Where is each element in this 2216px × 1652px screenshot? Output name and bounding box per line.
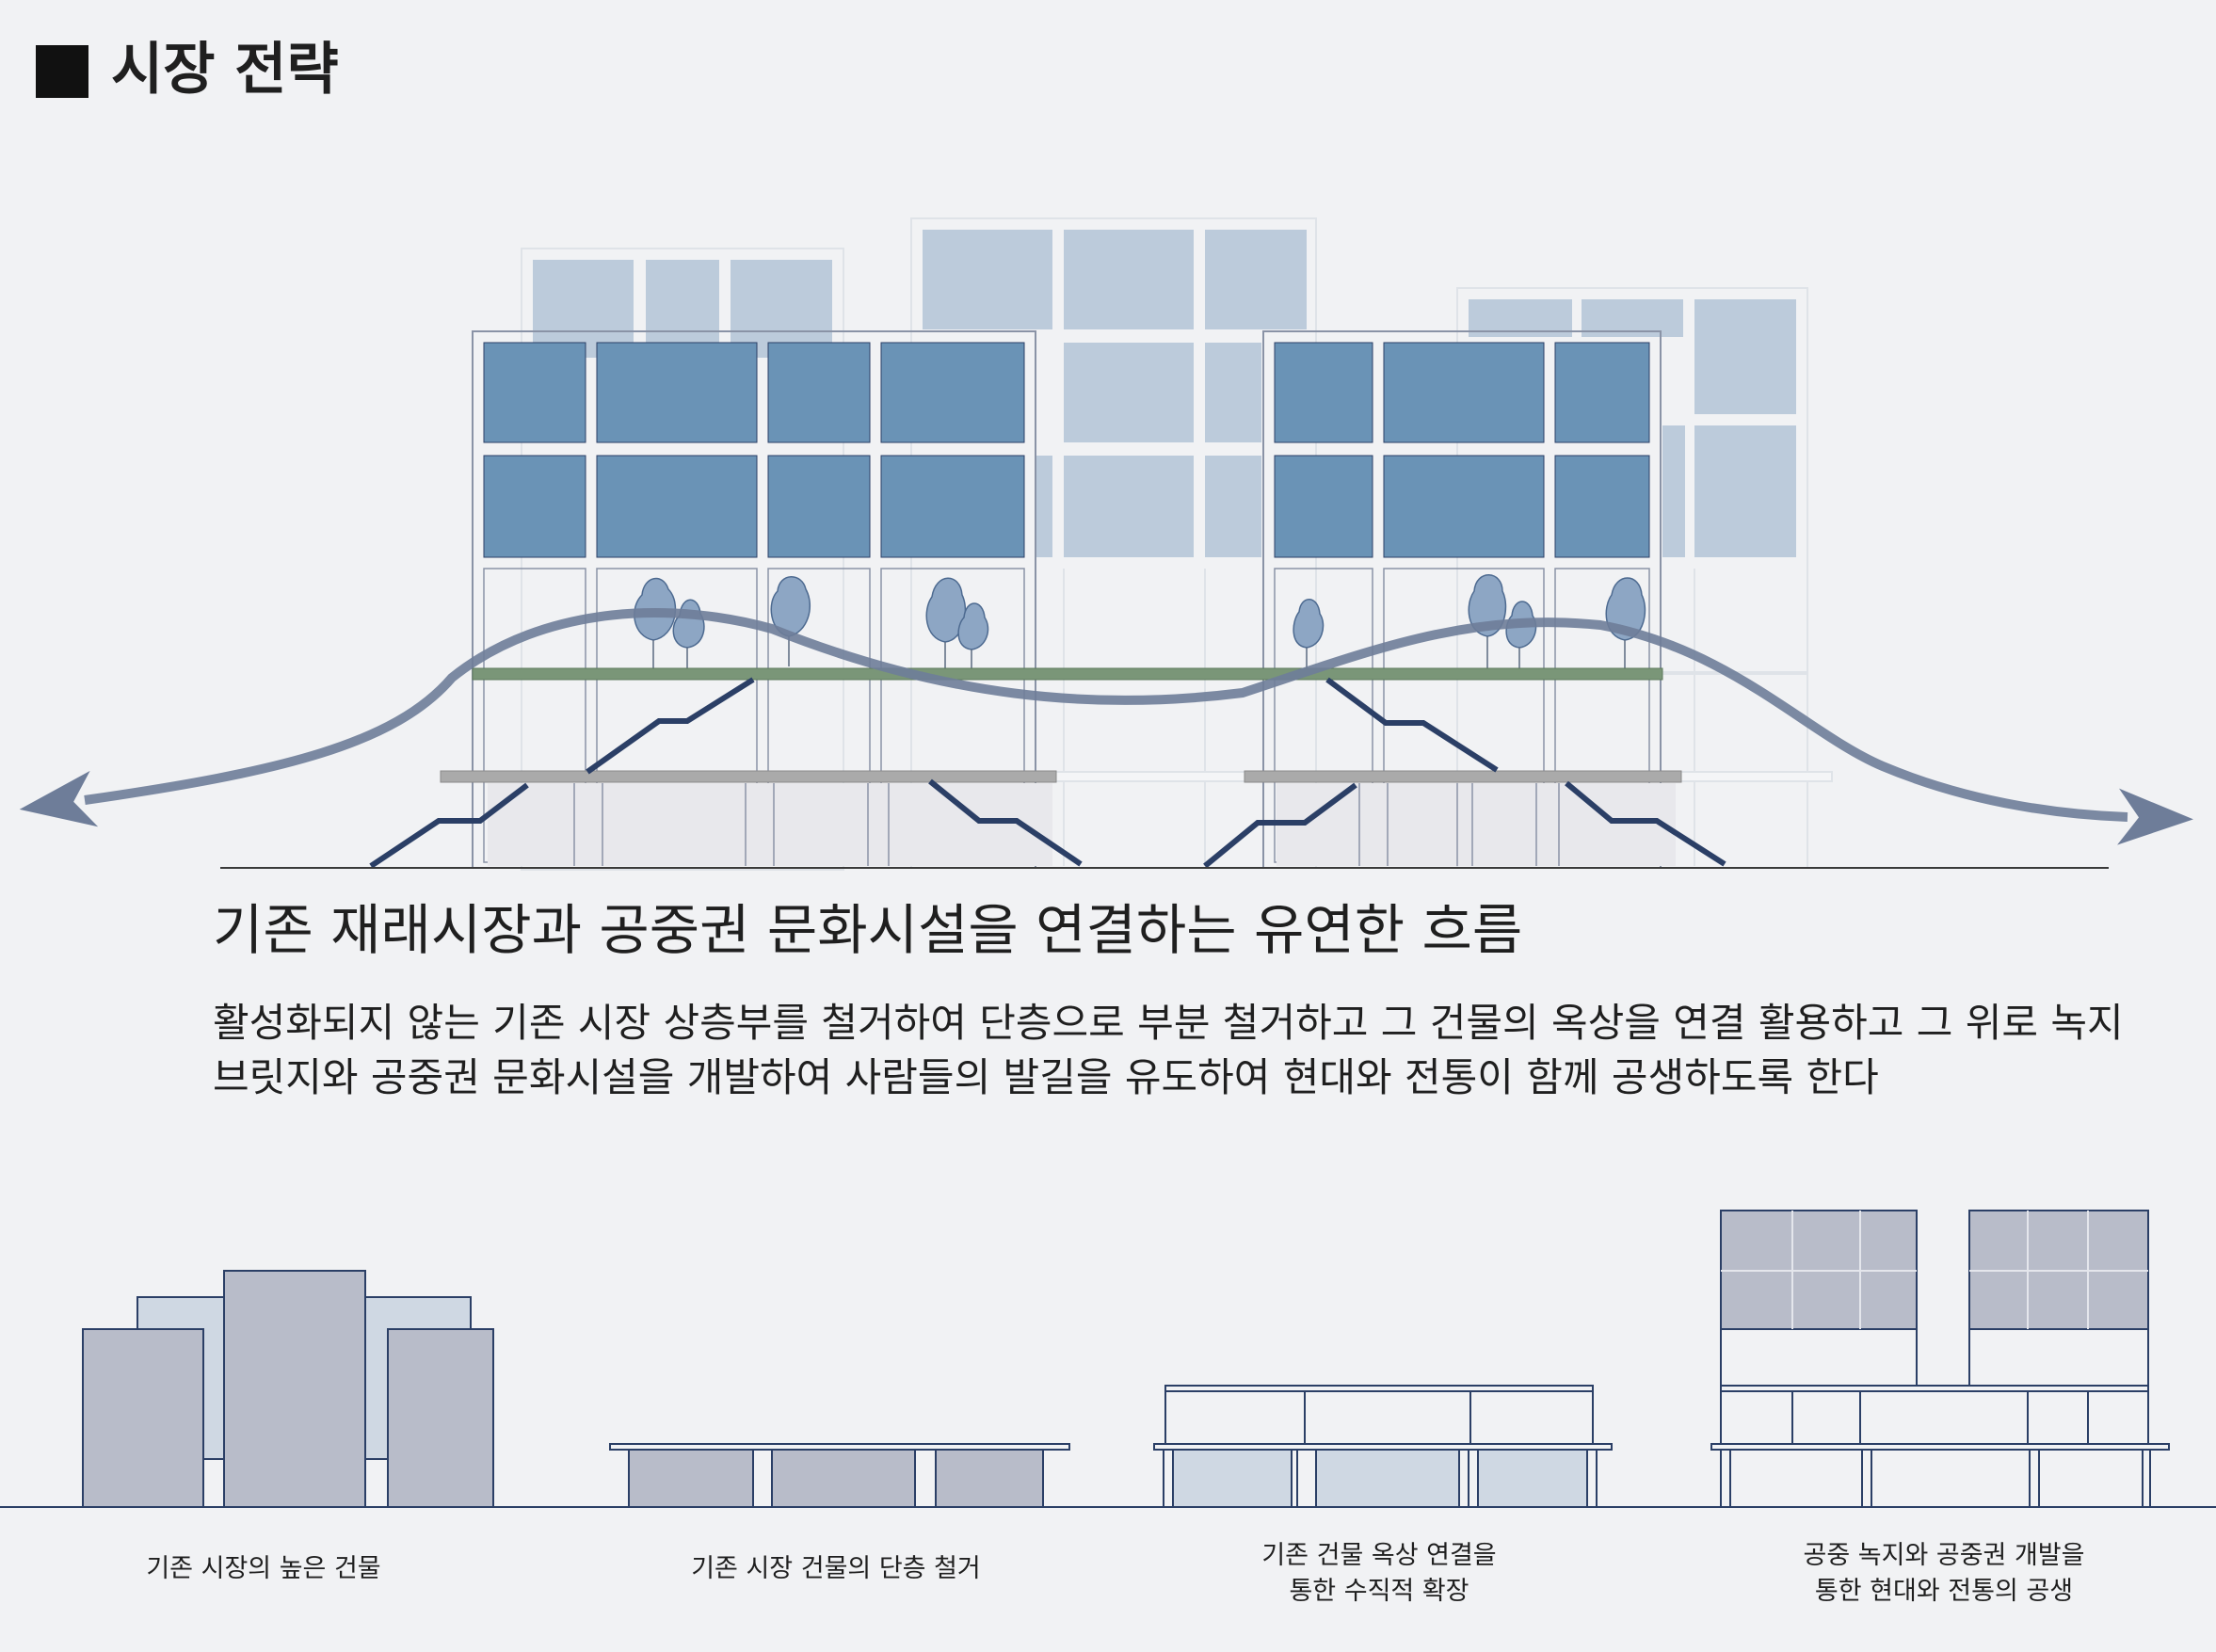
front-building-left bbox=[472, 330, 1052, 869]
flow-arrow bbox=[19, 608, 2193, 845]
page-title: 시장 전략 bbox=[111, 37, 339, 103]
step-4-caption-line-1: 공중 녹지와 공중권 개발을 bbox=[1803, 1541, 2085, 1570]
market-section-illustration bbox=[19, 217, 2193, 871]
step-3-rooftop-link bbox=[1153, 1385, 1613, 1508]
step-3-caption-line-2: 통한 수직적 확장 bbox=[1289, 1577, 1469, 1606]
step-1-caption-line: 기존 시장의 높은 건물 bbox=[146, 1554, 381, 1583]
step-2-caption-line: 기존 시장 건물의 단층 철거 bbox=[691, 1554, 981, 1583]
strategy-description: 활성화되지 않는 기존 시장 상층부를 철거하여 단층으로 부분 철거하고 그 … bbox=[213, 996, 2124, 1105]
step-3-caption-line-1: 기존 건물 옥상 연결을 bbox=[1261, 1541, 1497, 1570]
step-2-single-story bbox=[609, 1443, 1070, 1508]
back-building-right bbox=[1456, 287, 1808, 869]
rooftop-slab-right bbox=[1244, 770, 1682, 783]
description-line-1: 활성화되지 않는 기존 시장 상층부를 철거하여 단층으로 부분 철거하고 그 … bbox=[213, 1000, 2124, 1046]
description-line-2: 브릿지와 공중권 문화시설을 개발하여 사람들의 발길을 유도하여 현대와 전통… bbox=[213, 1054, 1879, 1100]
green-bridge bbox=[472, 667, 1663, 681]
step-1-tall-buildings bbox=[82, 1270, 494, 1508]
step-4-caption-line-2: 통한 현대와 전통의 공생 bbox=[1814, 1577, 2074, 1606]
rooftop-slab-left bbox=[440, 770, 1057, 783]
step-3-caption: 기존 건물 옥상 연결을 통한 수직적 확장 bbox=[1224, 1538, 1534, 1610]
back-building-left bbox=[521, 248, 844, 871]
title-square-icon bbox=[36, 45, 88, 98]
step-2-caption: 기존 시장 건물의 단층 철거 bbox=[676, 1551, 996, 1587]
step-4-caption: 공중 녹지와 공중권 개발을 통한 현대와 전통의 공생 bbox=[1770, 1538, 2118, 1610]
step-1-caption: 기존 시장의 높은 건물 bbox=[122, 1551, 405, 1587]
step-4-airspace-development bbox=[1710, 1210, 2170, 1507]
flow-heading: 기존 재래시장과 공중권 문화시설을 연결하는 유연한 흐름 bbox=[213, 898, 1523, 962]
